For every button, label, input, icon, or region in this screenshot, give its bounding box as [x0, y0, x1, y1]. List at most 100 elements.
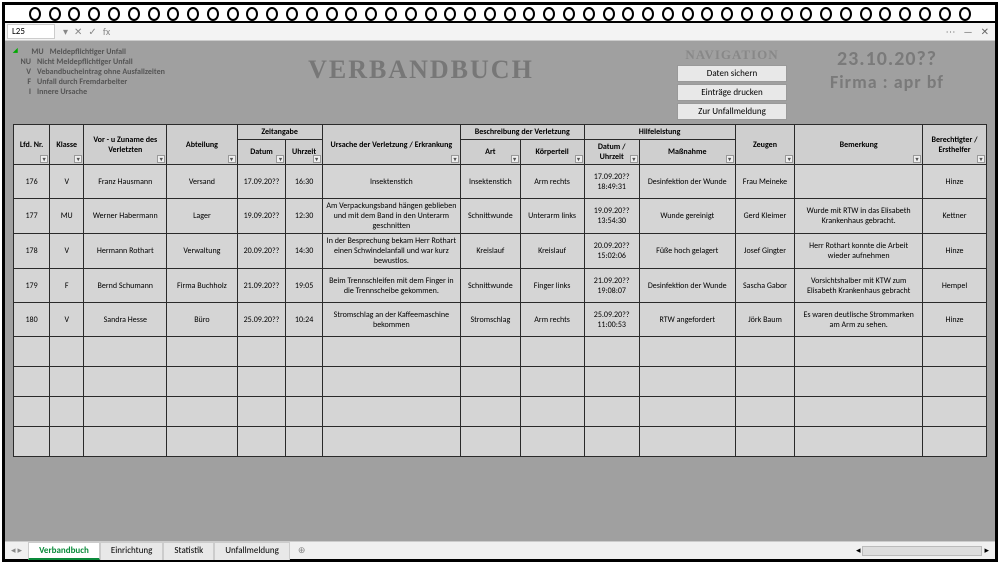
table-cell[interactable]: Josef Gingter	[735, 234, 795, 269]
table-cell[interactable]: Hermann Rothart	[84, 234, 167, 269]
table-cell[interactable]: 19.09.20?? 13:54:30	[584, 199, 639, 234]
table-cell[interactable]: 25.09.20?? 11:00:53	[584, 303, 639, 337]
table-cell[interactable]	[520, 337, 584, 367]
table-cell[interactable]: 177	[14, 199, 50, 234]
table-cell[interactable]	[795, 165, 923, 199]
table-cell[interactable]: 179	[14, 269, 50, 303]
table-cell[interactable]: Bernd Schumann	[84, 269, 167, 303]
filter-icon[interactable]: ▾	[276, 155, 284, 163]
column-subheader[interactable]: Uhrzeit▾	[286, 140, 322, 165]
table-cell[interactable]: 180	[14, 303, 50, 337]
table-cell[interactable]: 176	[14, 165, 50, 199]
table-cell[interactable]	[795, 337, 923, 367]
table-cell[interactable]: Werner Habermann	[84, 199, 167, 234]
table-cell[interactable]: Firma Buchholz	[167, 269, 237, 303]
table-cell[interactable]	[84, 337, 167, 367]
column-header[interactable]: Abteilung▾	[167, 125, 237, 165]
table-cell[interactable]: Beim Trennschleifen mit dem Finger in di…	[322, 269, 460, 303]
column-subheader[interactable]: Maßnahme▾	[639, 140, 735, 165]
filter-icon[interactable]: ▾	[726, 155, 734, 163]
column-header[interactable]: Beschreibung der Verletzung	[461, 125, 584, 140]
column-header[interactable]: Lfd. Nr.▾	[14, 125, 50, 165]
table-cell[interactable]	[735, 367, 795, 397]
table-cell[interactable]	[167, 427, 237, 457]
tab-nav[interactable]: ◂▸	[5, 545, 28, 556]
table-cell[interactable]: Schnittwunde	[461, 269, 521, 303]
table-cell[interactable]: Lager	[167, 199, 237, 234]
table-cell[interactable]: 12:30	[286, 199, 322, 234]
column-subheader[interactable]: Datum / Uhrzeit▾	[584, 140, 639, 165]
table-cell[interactable]	[167, 397, 237, 427]
table-cell[interactable]	[237, 337, 286, 367]
table-cell[interactable]: Vorsichtshalber mit KTW zum Elisabeth Kr…	[795, 269, 923, 303]
table-cell[interactable]	[520, 427, 584, 457]
table-cell[interactable]: 178	[14, 234, 50, 269]
table-cell[interactable]: 21.09.20??	[237, 269, 286, 303]
table-cell[interactable]	[795, 397, 923, 427]
table-row-empty[interactable]	[14, 427, 987, 457]
table-cell[interactable]	[795, 427, 923, 457]
table-row-empty[interactable]	[14, 337, 987, 367]
table-cell[interactable]	[14, 397, 50, 427]
column-subheader[interactable]: Datum▾	[237, 140, 286, 165]
table-cell[interactable]	[584, 427, 639, 457]
table-cell[interactable]: Hinze	[923, 303, 987, 337]
table-row[interactable]: 177MUWerner HabermannLager19.09.20??12:3…	[14, 199, 987, 234]
table-cell[interactable]	[167, 337, 237, 367]
table-cell[interactable]: Desinfektion der Wunde	[639, 269, 735, 303]
column-subheader[interactable]: Art▾	[461, 140, 521, 165]
table-cell[interactable]: Büro	[167, 303, 237, 337]
nav-button[interactable]: Daten sichern	[677, 65, 787, 82]
table-cell[interactable]: V	[50, 303, 84, 337]
table-cell[interactable]: 20.09.20??	[237, 234, 286, 269]
table-cell[interactable]: Schnittwunde	[461, 199, 521, 234]
table-cell[interactable]	[167, 367, 237, 397]
table-row-empty[interactable]	[14, 397, 987, 427]
minimize-icon[interactable]: —	[964, 25, 973, 38]
table-cell[interactable]: MU	[50, 199, 84, 234]
table-cell[interactable]: RTW angefordert	[639, 303, 735, 337]
table-cell[interactable]: Kettner	[923, 199, 987, 234]
table-cell[interactable]: 10:24	[286, 303, 322, 337]
table-row[interactable]: 180VSandra HesseBüro25.09.20??10:24Strom…	[14, 303, 987, 337]
table-cell[interactable]	[520, 397, 584, 427]
fx-icon[interactable]: fx	[103, 25, 110, 38]
table-cell[interactable]	[50, 427, 84, 457]
table-cell[interactable]: Desinfektion der Wunde	[639, 165, 735, 199]
filter-icon[interactable]: ▾	[451, 155, 459, 163]
table-cell[interactable]: Sandra Hesse	[84, 303, 167, 337]
table-cell[interactable]: Wunde gereinigt	[639, 199, 735, 234]
table-cell[interactable]	[84, 427, 167, 457]
table-cell[interactable]	[520, 367, 584, 397]
table-cell[interactable]: Kreislauf	[461, 234, 521, 269]
table-cell[interactable]: Wurde mit RTW in das Elisabeth Krankenha…	[795, 199, 923, 234]
table-cell[interactable]: Hempel	[923, 269, 987, 303]
table-cell[interactable]: 17.09.20??	[237, 165, 286, 199]
table-cell[interactable]	[584, 367, 639, 397]
table-cell[interactable]: V	[50, 234, 84, 269]
sheet-tab[interactable]: Unfallmeldung	[214, 542, 290, 560]
table-cell[interactable]	[14, 367, 50, 397]
table-cell[interactable]: Versand	[167, 165, 237, 199]
table-cell[interactable]	[237, 397, 286, 427]
column-header[interactable]: Vor - u Zuname des Verletzten▾	[84, 125, 167, 165]
table-cell[interactable]	[286, 337, 322, 367]
table-row-empty[interactable]	[14, 367, 987, 397]
table-cell[interactable]: Herr Rothart konnte die Arbeit wieder au…	[795, 234, 923, 269]
table-cell[interactable]: Unterarm links	[520, 199, 584, 234]
table-cell[interactable]	[735, 337, 795, 367]
table-cell[interactable]: 16:30	[286, 165, 322, 199]
table-cell[interactable]: 19.09.20??	[237, 199, 286, 234]
table-cell[interactable]: Frau Meineke	[735, 165, 795, 199]
table-cell[interactable]	[639, 337, 735, 367]
filter-icon[interactable]: ▾	[575, 155, 583, 163]
sheet-tab[interactable]: Verbandbuch	[28, 542, 100, 560]
table-cell[interactable]	[584, 337, 639, 367]
filter-icon[interactable]: ▾	[977, 155, 985, 163]
close-icon[interactable]: ✕	[981, 25, 989, 38]
table-cell[interactable]	[14, 427, 50, 457]
column-header[interactable]: Hilfeleistung	[584, 125, 735, 140]
table-cell[interactable]: Stromschlag an der Kaffeemaschine bekomm…	[322, 303, 460, 337]
table-cell[interactable]: 20.09.20?? 15:02:06	[584, 234, 639, 269]
more-icon[interactable]: ⋯	[946, 25, 956, 38]
